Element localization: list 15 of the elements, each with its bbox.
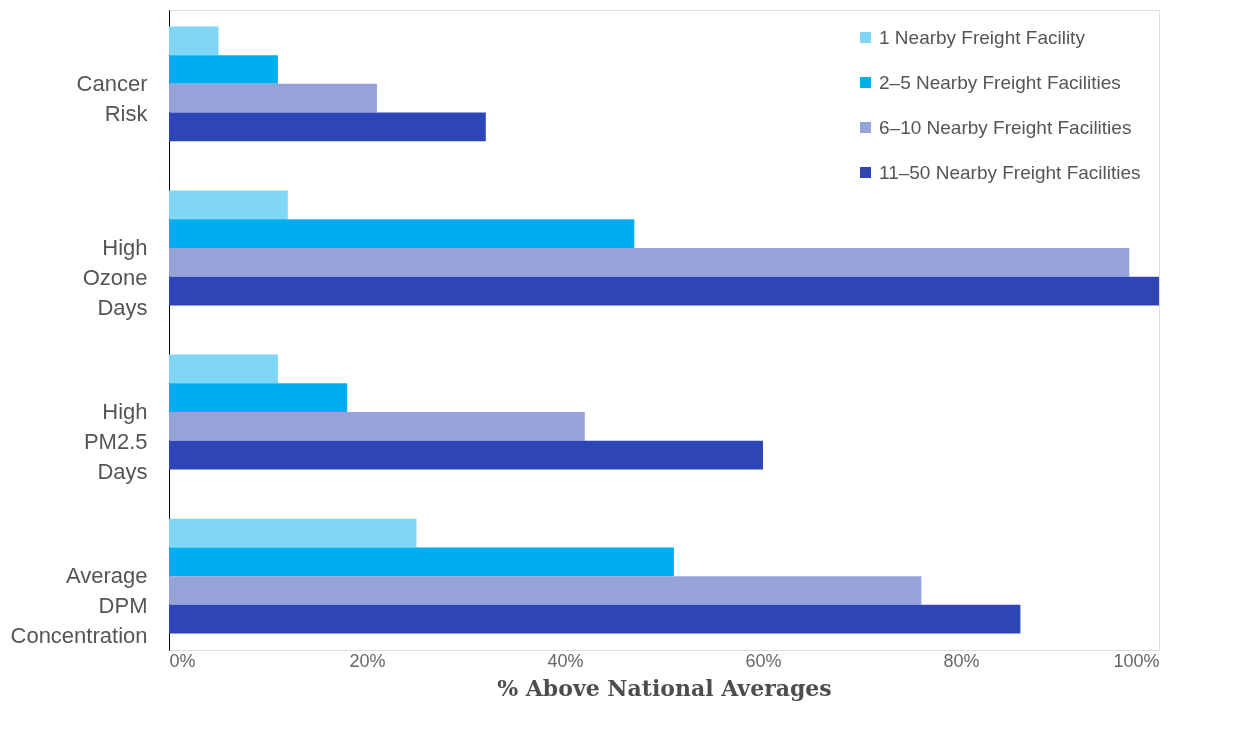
x-tick-label: 20%	[349, 650, 386, 671]
legend-label: 2–5 Nearby Freight Facilities	[879, 71, 1121, 93]
x-tick-label: 0%	[169, 650, 196, 671]
x-tick-label: 40%	[547, 650, 584, 671]
legend-label: 11–50 Nearby Freight Facilities	[879, 161, 1141, 183]
y-tick-label: Cancer Risk	[76, 70, 149, 126]
y-tick-label: Average DPM Concentration	[10, 563, 148, 649]
x-axis-title: % Above National Averages	[497, 674, 832, 701]
x-tick-label: 100%	[1113, 650, 1160, 671]
legend-label: 1 Nearby Freight Facility	[879, 26, 1086, 48]
y-tick-label: High PM2.5 Days	[83, 399, 148, 485]
legend-label: 6–10 Nearby Freight Facilities	[879, 116, 1132, 138]
y-tick-label: High Ozone Days	[82, 234, 148, 320]
x-tick-label: 80%	[943, 650, 980, 671]
x-tick-label: 60%	[745, 650, 782, 671]
